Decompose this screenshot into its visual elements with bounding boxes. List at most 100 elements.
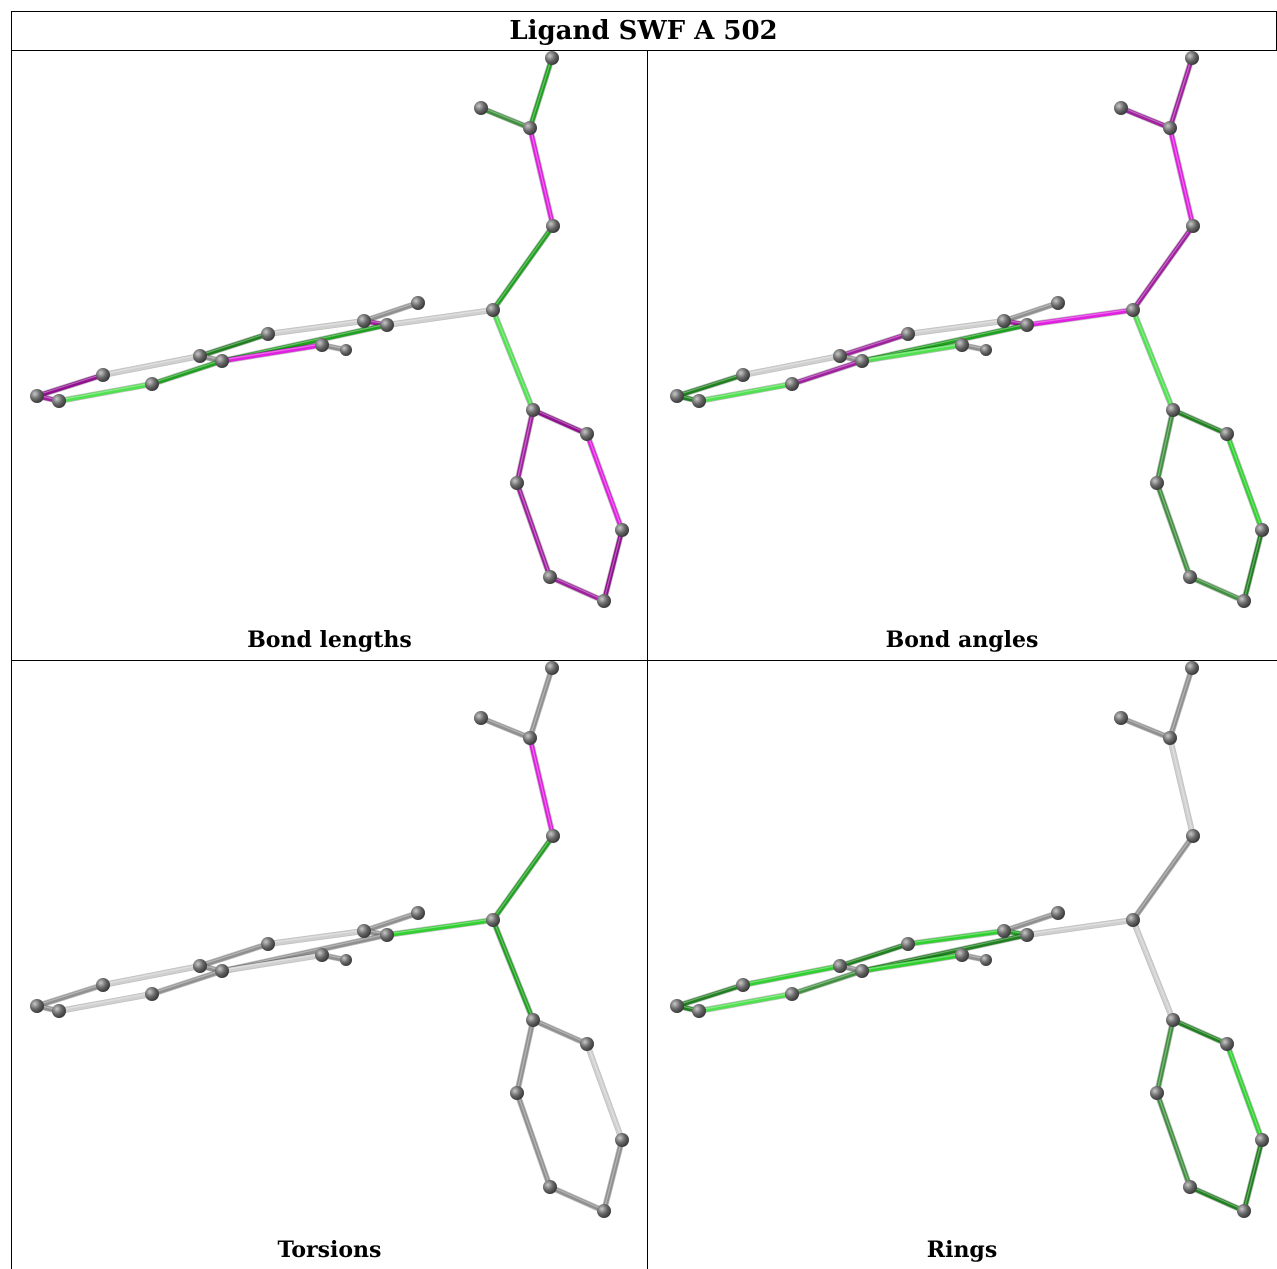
bond-a15-a17 — [696, 381, 795, 404]
bond-highlight — [1172, 1018, 1228, 1044]
atom-a20 — [1150, 476, 1164, 490]
bond-a11-a12 — [197, 331, 271, 359]
atom-a14 — [96, 978, 110, 992]
bond-a9-a13 — [219, 342, 325, 364]
atom-a20 — [1150, 1086, 1164, 1100]
atom-a6 — [1051, 906, 1065, 920]
atom-a19 — [580, 1037, 594, 1051]
atom-a12 — [833, 349, 847, 363]
bond-a3-a4 — [527, 735, 556, 839]
atom-a4 — [546, 219, 560, 233]
bond-a5-a7 — [384, 917, 496, 938]
atom-a6 — [1051, 296, 1065, 310]
bond-highlight — [907, 319, 1005, 334]
bond-highlight — [386, 918, 494, 935]
atom-a17 — [692, 394, 706, 408]
atom-a17 — [52, 394, 66, 408]
bond-a18-a20 — [1154, 1017, 1176, 1096]
atom-a13 — [855, 354, 869, 368]
atom-a10 — [980, 954, 992, 966]
bond-highlight — [1169, 736, 1194, 836]
bond-highlight — [363, 301, 419, 321]
bond-highlight — [221, 343, 323, 361]
bond-a19-a21 — [1224, 431, 1265, 533]
bond-a15-a17 — [696, 991, 795, 1014]
atom-a14 — [736, 368, 750, 382]
atom-a21 — [615, 1133, 629, 1147]
atom-a20 — [510, 1086, 524, 1100]
atom-a2 — [1114, 101, 1128, 115]
bond-highlight — [861, 953, 963, 971]
bond-a6-a8 — [1001, 910, 1061, 934]
bond-highlight — [492, 308, 534, 410]
bond-a14-a16 — [674, 372, 746, 399]
bond-highlight — [603, 528, 623, 601]
molecule-torsions — [30, 661, 629, 1218]
bond-highlight — [58, 992, 153, 1011]
bond-a14-a16 — [674, 982, 746, 1009]
atom-a1 — [545, 661, 559, 675]
atom-a23 — [597, 1204, 611, 1218]
atom-a6 — [411, 296, 425, 310]
atom-a8 — [997, 314, 1011, 328]
atom-a18 — [526, 403, 540, 417]
caption-bond-angles: Bond angles — [885, 627, 1039, 653]
atom-a5 — [486, 913, 500, 927]
atom-a23 — [1237, 594, 1251, 608]
panel-torsions: Torsions — [12, 661, 647, 1269]
border-left — [11, 11, 12, 1269]
bond-highlight — [1156, 1018, 1174, 1093]
bond-highlight — [1172, 408, 1228, 434]
bond-highlight — [221, 323, 388, 361]
atom-a14 — [96, 368, 110, 382]
atom-a13 — [215, 964, 229, 978]
atom-a1 — [1185, 661, 1199, 675]
caption-bond-lengths: Bond lengths — [247, 627, 412, 653]
atom-a10 — [340, 344, 352, 356]
bond-highlight — [1120, 716, 1171, 738]
atom-a20 — [510, 476, 524, 490]
atom-a3 — [523, 121, 537, 135]
bond-highlight — [586, 432, 623, 530]
atom-a18 — [1166, 1013, 1180, 1027]
bond-a6-a8 — [361, 300, 421, 324]
atom-a13 — [855, 964, 869, 978]
bond-highlight — [1156, 1091, 1191, 1187]
bond-highlight — [1132, 918, 1174, 1020]
bond-a8-a11 — [905, 318, 1007, 337]
bond-a14-a16 — [34, 982, 106, 1009]
atom-a12 — [833, 959, 847, 973]
bond-a13-a15 — [149, 358, 225, 387]
bond-a2-a3 — [478, 105, 533, 131]
atom-a9 — [315, 338, 329, 352]
bond-a11-a12 — [837, 331, 911, 359]
atom-a7 — [1020, 318, 1034, 332]
bond-highlight — [676, 373, 744, 396]
atom-a3 — [523, 731, 537, 745]
bond-a12-a14 — [740, 353, 843, 378]
atom-a6 — [411, 906, 425, 920]
bond-highlight — [742, 964, 841, 985]
title-divider — [11, 50, 1277, 51]
atom-a15 — [785, 377, 799, 391]
bond-a12-a14 — [100, 353, 203, 378]
bond-a18-a20 — [514, 1017, 536, 1096]
border-top — [11, 11, 1277, 12]
atom-a4 — [546, 829, 560, 843]
bond-highlight — [480, 106, 531, 128]
bond-highlight — [698, 382, 793, 401]
bond-a18-a19 — [1170, 407, 1230, 437]
bond-highlight — [492, 834, 554, 920]
bond-a19-a21 — [584, 1041, 625, 1143]
bond-highlight — [516, 408, 534, 483]
bond-highlight — [529, 56, 553, 128]
atom-a17 — [692, 1004, 706, 1018]
atom-a11 — [901, 327, 915, 341]
bond-highlight — [1120, 106, 1171, 128]
atom-a19 — [1220, 1037, 1234, 1051]
bond-a1-a3 — [1167, 55, 1195, 131]
atom-a16 — [670, 389, 684, 403]
bond-a13-a15 — [789, 968, 865, 997]
atom-a10 — [340, 954, 352, 966]
bond-a20-a22 — [1154, 1090, 1193, 1190]
